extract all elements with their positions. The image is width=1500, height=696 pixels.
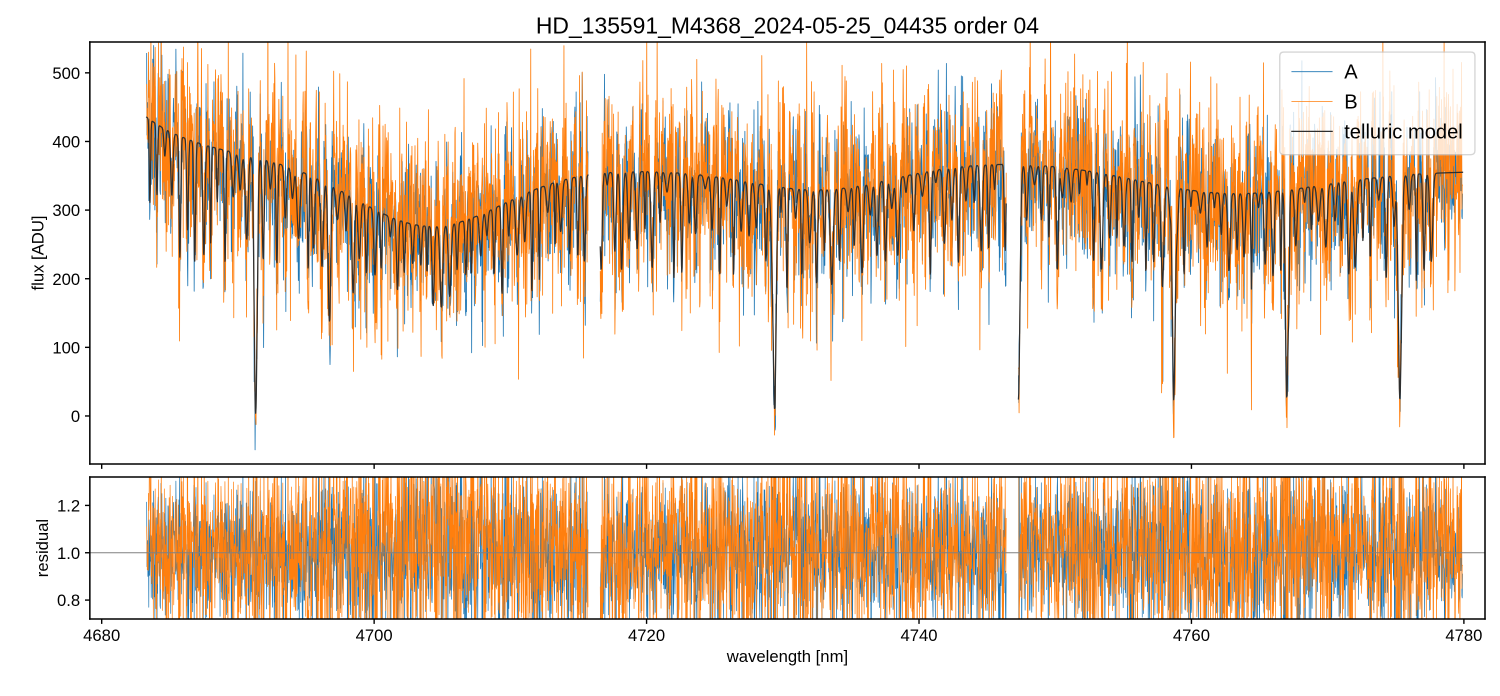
svg-text:4700: 4700 [356,626,393,645]
svg-text:wavelength [nm]: wavelength [nm] [726,647,848,666]
svg-text:0.8: 0.8 [57,591,80,610]
svg-text:4780: 4780 [1445,626,1482,645]
svg-text:A: A [1344,62,1358,84]
svg-text:residual: residual [33,519,52,577]
svg-text:4720: 4720 [628,626,665,645]
svg-text:1.2: 1.2 [57,496,80,515]
svg-text:4760: 4760 [1173,626,1210,645]
svg-text:200: 200 [52,270,80,289]
svg-text:400: 400 [52,133,80,152]
svg-text:B: B [1344,92,1357,114]
svg-text:300: 300 [52,201,80,220]
svg-text:4680: 4680 [83,626,120,645]
svg-text:HD_135591_M4368_2024-05-25_044: HD_135591_M4368_2024-05-25_04435 order 0… [536,13,1039,39]
svg-text:100: 100 [52,338,80,357]
svg-text:flux [ADU]: flux [ADU] [28,215,47,290]
svg-text:1.0: 1.0 [57,544,80,563]
svg-text:telluric model: telluric model [1344,121,1463,143]
svg-text:500: 500 [52,64,80,83]
svg-text:4740: 4740 [900,626,937,645]
svg-text:0: 0 [71,407,80,426]
